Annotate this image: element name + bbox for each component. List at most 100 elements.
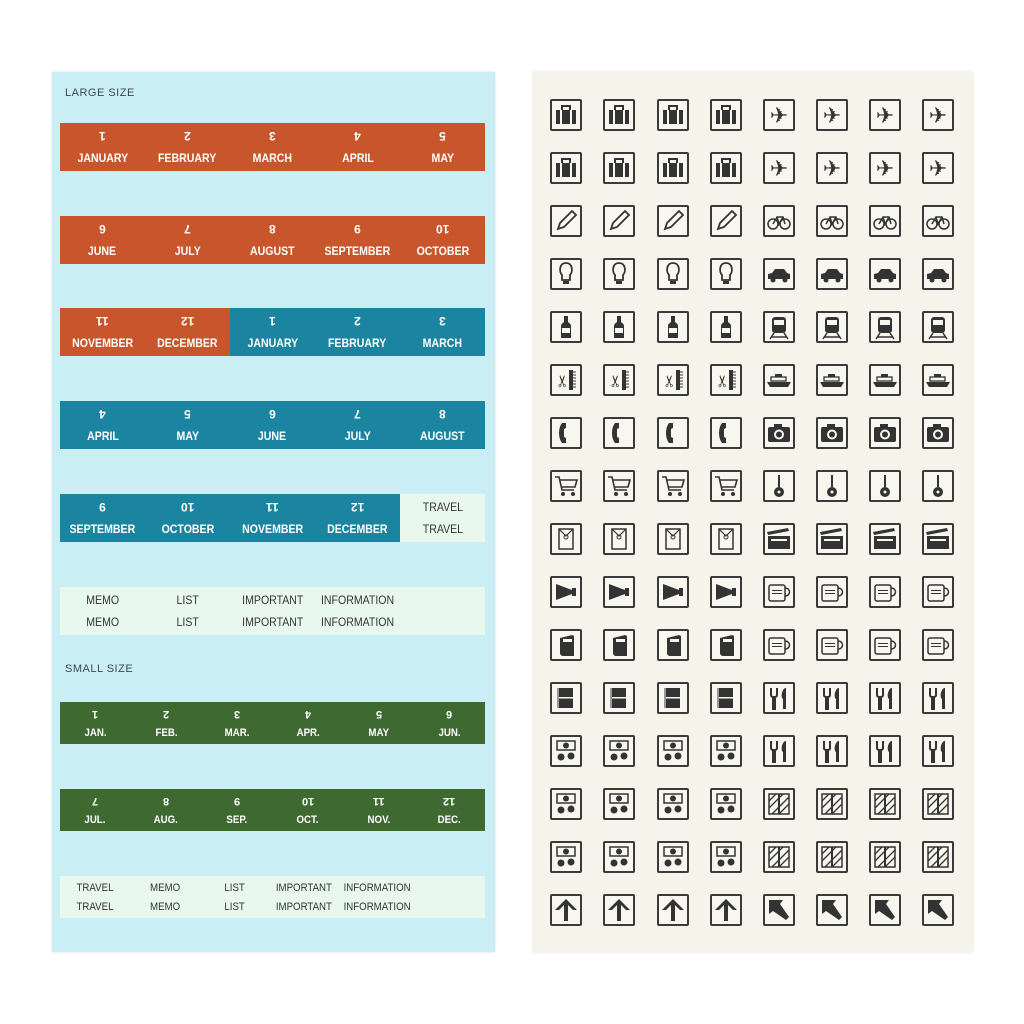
bicycle-icon[interactable] [763, 205, 795, 237]
book-icon[interactable] [657, 629, 689, 661]
cutlery-icon[interactable] [922, 682, 954, 714]
sticker-tab[interactable]: 7 JUL. [60, 789, 131, 831]
sticker-tab[interactable]: 6 JUN. [414, 702, 485, 744]
light-bulb-icon[interactable] [710, 258, 742, 290]
sticker-tab[interactable]: 10 OCTOBER [400, 216, 485, 264]
arrow-up-left-icon[interactable] [816, 894, 848, 926]
luggage-icon[interactable] [603, 99, 635, 131]
camera-icon[interactable] [816, 417, 848, 449]
notebook-icon[interactable] [710, 682, 742, 714]
money-icon[interactable] [657, 841, 689, 873]
sticker-tab[interactable]: 11 NOVEMBER [230, 494, 315, 542]
guitar-icon[interactable] [869, 470, 901, 502]
sticker-tab[interactable]: TRAVEL TRAVEL [400, 494, 485, 542]
money-icon[interactable] [603, 788, 635, 820]
gift-icon[interactable] [816, 788, 848, 820]
camera-icon[interactable] [869, 417, 901, 449]
telephone-icon[interactable] [657, 417, 689, 449]
cutlery-icon[interactable] [763, 682, 795, 714]
car-icon[interactable] [763, 258, 795, 290]
mug-icon[interactable] [816, 629, 848, 661]
mug-icon[interactable] [816, 576, 848, 608]
mug-icon[interactable] [763, 576, 795, 608]
pencil-icon[interactable] [550, 205, 582, 237]
sticker-tab[interactable]: INFORMATION INFORMATION [315, 587, 400, 635]
arrow-up-left-icon[interactable] [869, 894, 901, 926]
notebook-icon[interactable] [603, 682, 635, 714]
arrow-up-left-icon[interactable] [922, 894, 954, 926]
sticker-tab[interactable]: 8 AUG. [130, 789, 202, 831]
bicycle-icon[interactable] [816, 205, 848, 237]
sticker-tab[interactable]: 7 JULY [315, 401, 400, 449]
cutlery-icon[interactable] [763, 735, 795, 767]
gift-icon[interactable] [922, 788, 954, 820]
camera-icon[interactable] [763, 417, 795, 449]
bottle-icon[interactable] [710, 311, 742, 343]
cutlery-icon[interactable] [816, 735, 848, 767]
arrow-up-icon[interactable] [603, 894, 635, 926]
sticker-tab[interactable]: 5 MAY [145, 401, 230, 449]
sticker-tab[interactable]: 2 FEB. [130, 702, 202, 744]
luggage-icon[interactable] [657, 99, 689, 131]
sticker-tab[interactable]: 12 DECEMBER [315, 494, 400, 542]
shopping-cart-icon[interactable] [603, 470, 635, 502]
megaphone-icon[interactable] [657, 576, 689, 608]
sticker-tab[interactable]: INFORMATION INFORMATION [339, 876, 416, 918]
megaphone-icon[interactable] [603, 576, 635, 608]
airplane-icon[interactable]: ✈ [763, 152, 795, 184]
sticker-tab[interactable]: MEMO MEMO [129, 876, 200, 918]
airplane-icon[interactable]: ✈ [816, 99, 848, 131]
sticker-tab[interactable]: 4 APR. [272, 702, 344, 744]
airplane-icon[interactable]: ✈ [869, 152, 901, 184]
train-icon[interactable] [816, 311, 848, 343]
money-icon[interactable] [603, 735, 635, 767]
clapperboard-icon[interactable] [922, 523, 954, 555]
sticker-tab[interactable]: 5 MAY [343, 702, 415, 744]
scissors-comb-icon[interactable]: ✂ [603, 364, 635, 396]
light-bulb-icon[interactable] [603, 258, 635, 290]
airplane-icon[interactable]: ✈ [869, 99, 901, 131]
book-icon[interactable] [550, 629, 582, 661]
sticker-tab[interactable]: 3 MAR. [201, 702, 273, 744]
sticker-tab[interactable]: 9 SEPTEMBER [315, 216, 400, 264]
ship-icon[interactable] [763, 364, 795, 396]
sticker-tab[interactable]: 1 JANUARY [60, 123, 145, 171]
book-icon[interactable] [710, 629, 742, 661]
sticker-tab[interactable]: IMPORTANT IMPORTANT [269, 876, 340, 918]
gift-icon[interactable] [816, 841, 848, 873]
envelope-icon[interactable] [603, 523, 635, 555]
sticker-tab[interactable]: 2 FEBRUARY [145, 123, 230, 171]
sticker-tab[interactable]: LIST LIST [199, 876, 270, 918]
mug-icon[interactable] [869, 629, 901, 661]
sticker-tab[interactable]: 8 AUGUST [230, 216, 315, 264]
money-icon[interactable] [550, 788, 582, 820]
ship-icon[interactable] [869, 364, 901, 396]
sticker-tab[interactable] [415, 876, 486, 918]
megaphone-icon[interactable] [550, 576, 582, 608]
scissors-comb-icon[interactable]: ✂ [710, 364, 742, 396]
sticker-tab[interactable]: 10 OCT. [272, 789, 344, 831]
guitar-icon[interactable] [816, 470, 848, 502]
sticker-tab[interactable]: 12 DECEMBER [145, 308, 230, 356]
money-icon[interactable] [657, 788, 689, 820]
luggage-icon[interactable] [603, 152, 635, 184]
telephone-icon[interactable] [603, 417, 635, 449]
sticker-tab[interactable]: LIST LIST [145, 587, 230, 635]
telephone-icon[interactable] [550, 417, 582, 449]
train-icon[interactable] [763, 311, 795, 343]
airplane-icon[interactable]: ✈ [922, 152, 954, 184]
bottle-icon[interactable] [657, 311, 689, 343]
sticker-tab[interactable]: 9 SEPTEMBER [60, 494, 145, 542]
car-icon[interactable] [816, 258, 848, 290]
sticker-tab[interactable]: 12 DEC. [414, 789, 485, 831]
sticker-tab[interactable]: IMPORTANT IMPORTANT [230, 587, 315, 635]
sticker-tab[interactable]: 7 JULY [145, 216, 230, 264]
pencil-icon[interactable] [603, 205, 635, 237]
mug-icon[interactable] [922, 576, 954, 608]
book-icon[interactable] [603, 629, 635, 661]
arrow-up-icon[interactable] [550, 894, 582, 926]
sticker-tab[interactable]: 5 MAY [400, 123, 485, 171]
cutlery-icon[interactable] [922, 735, 954, 767]
envelope-icon[interactable] [550, 523, 582, 555]
money-icon[interactable] [710, 841, 742, 873]
